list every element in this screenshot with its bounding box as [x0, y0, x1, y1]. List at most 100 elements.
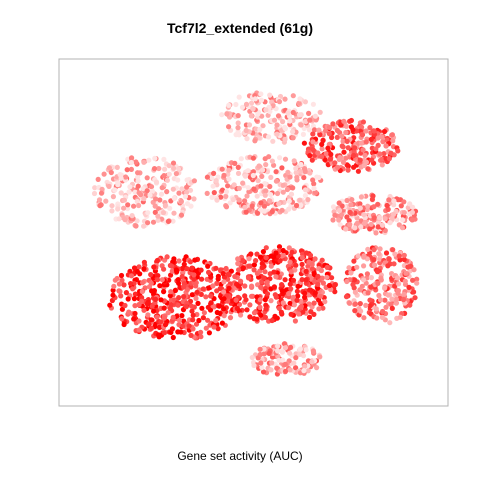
scatter-point	[383, 143, 389, 149]
scatter-point	[384, 202, 390, 209]
scatter-point	[280, 357, 286, 363]
scatter-point	[146, 157, 152, 163]
scatter-point	[306, 127, 312, 133]
scatter-point	[244, 136, 250, 142]
scatter-point	[126, 309, 132, 315]
scatter-point	[282, 277, 288, 283]
scatter-point	[243, 209, 249, 215]
scatter-point	[291, 158, 297, 164]
scatter-point	[225, 183, 231, 189]
scatter-point	[128, 166, 134, 172]
scatter-point	[220, 271, 226, 277]
scatter-point	[328, 151, 334, 157]
scatter-point	[226, 102, 232, 108]
scatter-point	[236, 132, 242, 138]
scatter-point	[309, 266, 315, 272]
scatter-point	[247, 314, 253, 320]
scatter-point	[390, 247, 396, 253]
scatter-point	[274, 131, 280, 137]
scatter-point	[136, 264, 142, 270]
scatter-point	[232, 274, 238, 280]
scatter-point	[394, 275, 401, 281]
scatter-point	[346, 265, 352, 271]
scatter-point	[235, 256, 241, 262]
scatter-point	[274, 122, 280, 128]
scatter-point	[361, 315, 367, 321]
scatter-point	[215, 276, 221, 282]
scatter-point	[124, 167, 130, 173]
scatter-point	[268, 192, 274, 198]
scatter-point	[357, 157, 363, 163]
scatter-point	[156, 165, 162, 172]
scatter-point	[273, 274, 279, 280]
scatter-point	[365, 290, 371, 296]
scatter-point	[246, 189, 252, 195]
scatter-point	[381, 128, 388, 135]
scatter-point	[375, 224, 381, 230]
scatter-point	[319, 154, 325, 160]
scatter-point	[172, 287, 178, 294]
scatter-point	[410, 204, 416, 210]
scatter-point	[152, 155, 158, 161]
scatter-point	[221, 279, 227, 285]
scatter-point	[162, 322, 169, 328]
scatter-point	[205, 285, 211, 291]
scatter-point	[159, 185, 165, 191]
scatter-point	[351, 258, 357, 264]
scatter-point	[286, 305, 292, 311]
scatter-point	[257, 351, 263, 358]
scatter-point	[271, 117, 278, 123]
scatter-point	[312, 256, 318, 262]
scatter-point	[271, 269, 277, 275]
scatter-point	[315, 285, 321, 291]
scatter-point	[246, 122, 253, 128]
scatter-point	[291, 360, 297, 366]
scatter-point	[132, 189, 138, 195]
scatter-point	[150, 219, 157, 225]
scatter-point	[151, 308, 157, 314]
scatter-point	[136, 318, 142, 324]
scatter-point	[264, 291, 271, 297]
scatter-point	[167, 305, 173, 311]
scatter-point	[375, 201, 381, 207]
scatter-point	[191, 178, 197, 184]
scatter-point	[306, 110, 312, 116]
scatter-point	[200, 315, 206, 321]
scatter-point	[317, 109, 323, 115]
scatter-point	[293, 365, 299, 371]
scatter-point	[298, 161, 304, 168]
scatter-point	[110, 287, 116, 293]
scatter-point	[280, 252, 286, 258]
scatter-point	[246, 263, 252, 269]
scatter-point	[373, 230, 379, 236]
scatter-point	[287, 300, 293, 306]
scatter-point	[151, 166, 158, 172]
scatter-point	[200, 286, 206, 292]
scatter-point	[256, 163, 262, 169]
scatter-point	[194, 289, 200, 295]
scatter-point	[300, 131, 306, 137]
scatter-point	[179, 265, 185, 272]
scatter-point	[103, 198, 109, 204]
scatter-point	[376, 214, 383, 221]
scatter-point	[401, 256, 407, 263]
scatter-point	[380, 139, 386, 145]
scatter-point	[91, 190, 98, 197]
scatter-point	[264, 279, 270, 285]
scatter-point	[368, 275, 374, 281]
scatter-point	[107, 302, 113, 308]
scatter-point	[348, 270, 354, 276]
scatter-point	[297, 346, 303, 352]
scatter-point	[131, 203, 137, 209]
scatter-point	[302, 187, 309, 193]
scatter-point	[389, 305, 395, 311]
scatter-point	[336, 217, 342, 223]
scatter-point	[158, 191, 165, 197]
scatter-point	[287, 118, 293, 124]
scatter-point	[266, 134, 272, 140]
scatter-point	[275, 348, 281, 354]
scatter-point	[337, 222, 343, 228]
scatter-point	[336, 156, 342, 163]
scatter-point	[385, 206, 391, 212]
scatter-point	[361, 162, 367, 169]
